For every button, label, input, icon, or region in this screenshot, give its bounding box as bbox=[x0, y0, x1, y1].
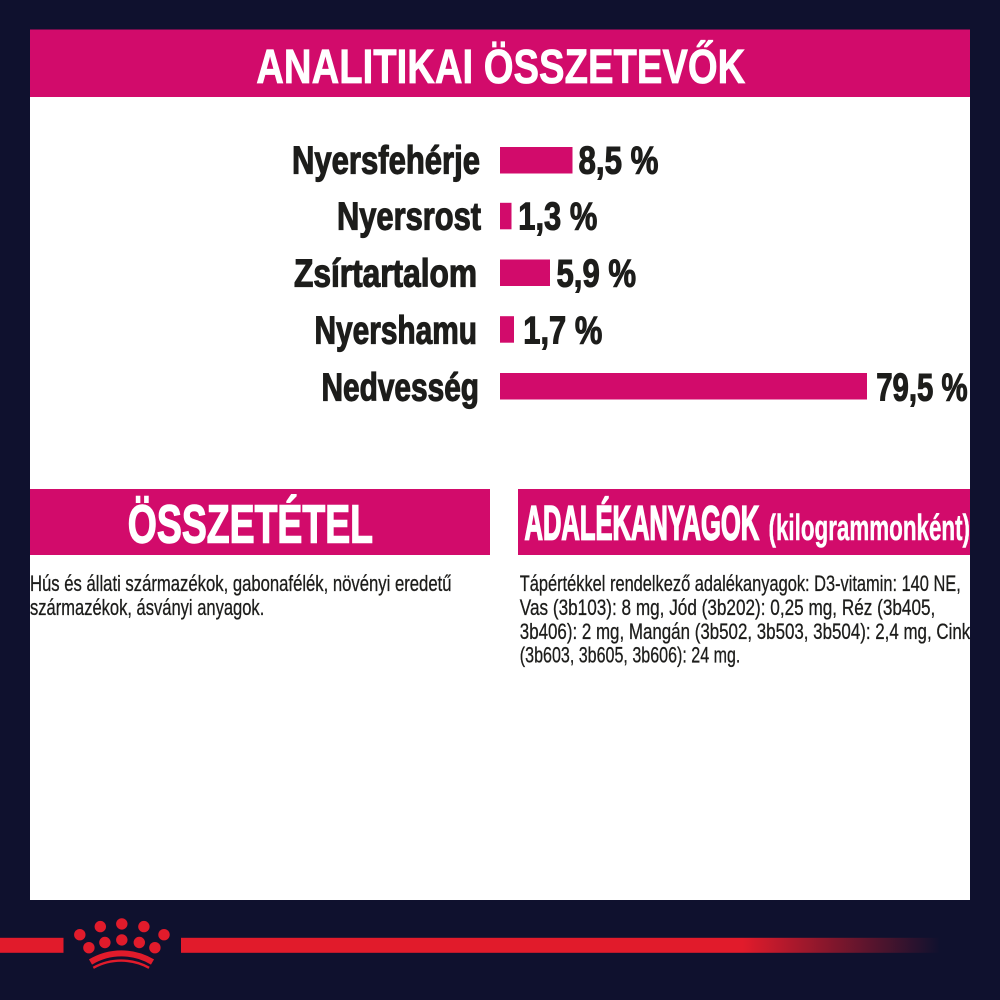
svg-text:ÖSSZETÉTEL: ÖSSZETÉTEL bbox=[128, 495, 373, 555]
svg-text:(3b603, 3b605, 3b606): 24 mg.: (3b603, 3b605, 3b606): 24 mg. bbox=[520, 643, 741, 668]
svg-text:Nyershamu: Nyershamu bbox=[315, 310, 478, 353]
svg-text:79,5 %: 79,5 % bbox=[876, 366, 968, 409]
svg-text:8,5 %: 8,5 % bbox=[579, 139, 659, 182]
svg-text:1,3 %: 1,3 % bbox=[518, 195, 597, 238]
svg-text:Nyersrost: Nyersrost bbox=[337, 195, 481, 238]
svg-text:származékok, ásványi anyagok.: származékok, ásványi anyagok. bbox=[30, 595, 264, 620]
svg-text:3b406): 2 mg, Mangán (3b502, 3: 3b406): 2 mg, Mangán (3b502, 3b503, 3b50… bbox=[520, 619, 971, 644]
svg-text:ADALÉKANYAGOK: ADALÉKANYAGOK bbox=[525, 496, 760, 550]
svg-text:Nyersfehérje: Nyersfehérje bbox=[292, 139, 480, 182]
svg-text:Hús és állati származékok, gab: Hús és állati származékok, gabonafélék, … bbox=[30, 571, 452, 596]
svg-text:Nedvesség: Nedvesség bbox=[322, 366, 480, 409]
svg-text:(kilogrammonként): (kilogrammonként) bbox=[769, 507, 971, 548]
svg-text:5,9 %: 5,9 % bbox=[557, 253, 637, 296]
svg-text:Zsírtartalom: Zsírtartalom bbox=[294, 253, 477, 296]
svg-text:Tápértékkel rendelkező adaléka: Tápértékkel rendelkező adalékanyagok: D3… bbox=[520, 571, 961, 596]
svg-text:ANALITIKAI ÖSSZETEVŐK: ANALITIKAI ÖSSZETEVŐK bbox=[256, 40, 745, 94]
svg-text:1,7 %: 1,7 % bbox=[523, 310, 602, 353]
svg-text:Vas (3b103): 8 mg, Jód (3b202): Vas (3b103): 8 mg, Jód (3b202): 0,25 mg,… bbox=[520, 595, 936, 620]
